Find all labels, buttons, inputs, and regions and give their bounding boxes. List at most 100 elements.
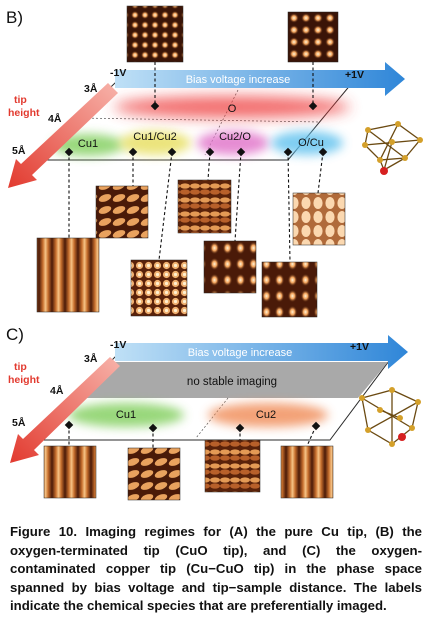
connectors-b <box>68 62 324 263</box>
stm-image-b-cu1cu2-upper <box>95 185 149 239</box>
connector <box>317 151 324 194</box>
atom <box>395 121 401 127</box>
region-cu2-label-c: Cu2 <box>256 409 276 421</box>
stm-image-c-1 <box>43 445 97 499</box>
atom <box>389 387 395 393</box>
connector-dots-b <box>64 101 328 157</box>
dot <box>318 147 328 157</box>
atom <box>377 407 383 413</box>
no-stable-label: no stable imaging <box>187 376 277 388</box>
atom <box>409 425 415 431</box>
atom <box>402 155 408 161</box>
atom <box>365 127 371 133</box>
region-ocu-label: O/Cu <box>298 137 324 149</box>
stm-image-b-cu1 <box>36 237 100 313</box>
voltage-right-b: +1V <box>345 69 364 81</box>
tip-height-label-b: tip height <box>8 94 40 119</box>
connector <box>234 151 242 242</box>
cluster-bond <box>379 409 401 419</box>
connector <box>207 151 211 181</box>
tip-atoms-b <box>362 121 423 175</box>
cluster-bond <box>367 129 406 159</box>
region-cu2o-blob <box>197 131 269 155</box>
height-5a-b: 5Å <box>12 144 26 157</box>
stm-image-b-cu2o-upper <box>177 179 232 234</box>
voltage-left-b: -1V <box>110 67 126 79</box>
height-4a-b: 4Å <box>48 112 62 125</box>
tip-height-word-1: tip <box>14 361 27 373</box>
cluster-bond <box>383 157 406 171</box>
atom <box>359 395 365 401</box>
connector-dots-c <box>64 420 321 433</box>
tip-height-label-c: tip height <box>8 361 40 386</box>
panel-c-label: C) <box>6 325 24 344</box>
atom <box>415 399 421 405</box>
stm-image-b-cu1cu2-lower <box>130 259 188 317</box>
atom <box>397 415 403 421</box>
dot <box>205 147 215 157</box>
stm-image-b-ocu-lower <box>261 261 318 318</box>
dot <box>308 101 318 111</box>
dot <box>148 423 158 433</box>
dot <box>64 147 74 157</box>
region-o-blob <box>114 96 350 118</box>
atom <box>365 427 371 433</box>
region-cu2-blob-c <box>208 403 328 427</box>
region-cu2o-label: Cu2/O <box>219 131 251 143</box>
stm-image-c-3 <box>204 439 261 493</box>
oxygen-atom <box>398 433 406 441</box>
bias-arrow-c <box>115 335 408 369</box>
region-cu1-blob-c <box>68 403 184 427</box>
bias-arrow-label-c: Bias voltage increase <box>188 347 293 359</box>
atom <box>389 139 395 145</box>
dot <box>235 423 245 433</box>
tip-height-word-1: tip <box>14 94 27 106</box>
dot <box>236 147 246 157</box>
tip-atoms-c <box>359 387 421 447</box>
height-4a-c: 4Å <box>50 384 64 397</box>
dot <box>311 421 321 431</box>
oxygen-atom <box>380 167 388 175</box>
stm-image-c-2 <box>127 447 181 501</box>
connector <box>287 151 291 263</box>
dot <box>167 147 177 157</box>
height-guide-line <box>79 117 321 123</box>
dot <box>64 420 74 430</box>
bias-arrow-label-b: Bias voltage increase <box>186 74 291 86</box>
stm-image-b-top-left <box>126 5 184 63</box>
cluster-bond <box>367 401 419 431</box>
dot <box>150 101 160 111</box>
cluster-bond <box>383 141 393 171</box>
region-cu1-label-c: Cu1 <box>116 409 136 421</box>
atom <box>417 137 423 143</box>
region-cu1-label: Cu1 <box>78 138 98 150</box>
tip-height-word-2: height <box>8 107 40 119</box>
tip-height-arrow-c <box>10 357 120 463</box>
dot <box>283 147 293 157</box>
stm-image-b-cu2o-lower <box>203 240 257 294</box>
atom <box>389 441 395 447</box>
tip-height-arrow-b <box>8 83 118 188</box>
atom <box>362 142 368 148</box>
figure-caption: Figure 10. Imaging regimes for (A) the p… <box>10 524 422 614</box>
tip-cluster-c <box>361 389 419 445</box>
panel-c: C) no stable imaging Cu1 Cu2 Bias voltag… <box>6 325 421 501</box>
connector <box>158 151 173 261</box>
panel-b-label: B) <box>6 8 23 27</box>
panel-b: B) O Cu1 Cu1/Cu2 Cu2/O O/Cu Bias voltage… <box>6 5 423 318</box>
tip-cluster-b <box>364 123 421 171</box>
voltage-right-c: +1V <box>350 341 369 353</box>
stm-image-b-top-right <box>287 11 339 63</box>
atom <box>377 157 383 163</box>
connector <box>306 425 317 447</box>
height-3a-c: 3Å <box>84 352 98 365</box>
stm-image-c-4 <box>280 445 334 499</box>
dot <box>128 147 138 157</box>
voltage-left-c: -1V <box>110 339 126 351</box>
region-o-label: O <box>228 103 237 115</box>
no-stable-region <box>78 362 388 398</box>
region-cu1cu2-label: Cu1/Cu2 <box>133 131 176 143</box>
tip-height-word-2: height <box>8 374 40 386</box>
height-3a-b: 3Å <box>84 82 98 95</box>
